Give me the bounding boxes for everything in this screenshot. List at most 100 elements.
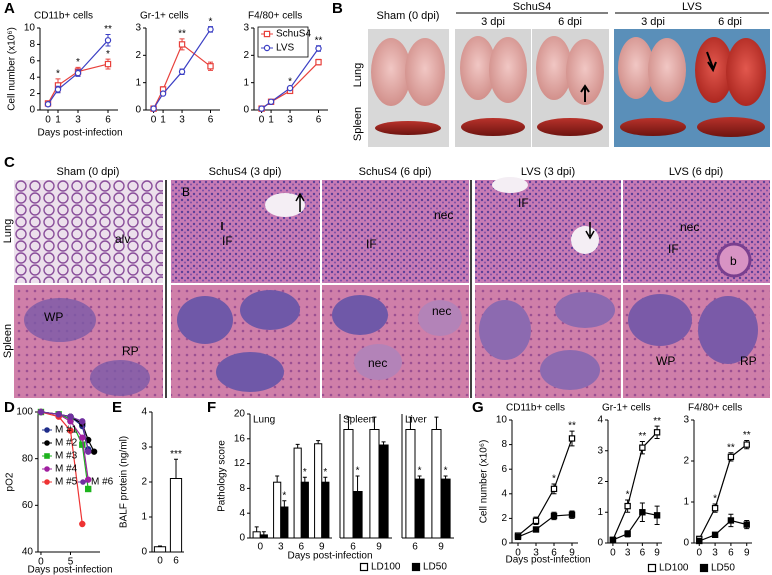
data-point	[104, 60, 112, 68]
spleen	[461, 118, 525, 136]
column-label: 3 dpi	[641, 16, 665, 28]
x-tick-label: 0	[151, 115, 157, 126]
data-point	[79, 434, 86, 441]
gross-photos: Sham (0 dpi) SchuS4 3 dpi 6 dpi LVS 3 dp…	[352, 1, 770, 147]
data-point	[286, 84, 294, 92]
annotation: **	[178, 29, 186, 40]
chart-title: Gr-1+ cells	[602, 403, 651, 414]
x-tick-label: 9	[744, 548, 750, 559]
x-tick-label: 0	[259, 115, 265, 126]
annotation: *	[444, 466, 448, 477]
x-tick-label: 6	[350, 542, 356, 553]
y-tick-label: 4	[597, 415, 603, 426]
error-bar	[254, 526, 259, 532]
tissue-label: b	[730, 254, 737, 268]
data-point	[315, 58, 322, 66]
legend-label: M #2	[55, 438, 78, 449]
data-point	[550, 512, 558, 520]
lung	[405, 38, 445, 106]
legend-marker	[44, 427, 50, 433]
data-point	[207, 63, 214, 70]
x-tick-label: 6	[298, 542, 304, 553]
data-point	[79, 441, 86, 448]
x-tick-label: 3	[278, 542, 284, 553]
column-label: LVS (3 dpi)	[521, 166, 575, 178]
data-point	[267, 98, 275, 106]
series-line	[47, 39, 109, 105]
series-line	[517, 514, 573, 538]
data-point	[79, 520, 86, 528]
tissue-label: RP	[740, 354, 757, 368]
error-bar	[434, 416, 439, 430]
x-axis-label: Days post-infection	[505, 555, 590, 566]
error-bar	[275, 475, 280, 483]
lung	[566, 39, 604, 105]
bar	[169, 478, 183, 553]
annotation: **	[104, 24, 112, 35]
follicle	[177, 296, 233, 344]
y-axis-label: pO2	[5, 472, 16, 491]
y-tick-label: 0	[29, 105, 35, 116]
x-tick-label: 0	[696, 548, 702, 559]
column-label: 6 dpi	[718, 16, 742, 28]
tissue-label: B	[182, 185, 190, 199]
column-label: Sham (0 dpi)	[377, 10, 440, 22]
bar	[440, 478, 451, 539]
follicle	[216, 352, 284, 392]
airspace	[571, 226, 599, 254]
error-bar	[346, 416, 351, 430]
legend-marker	[44, 466, 50, 472]
column-label: 3 dpi	[481, 16, 505, 28]
arrow	[221, 192, 595, 240]
data-point	[711, 504, 719, 512]
y-tick-label: 0	[683, 538, 689, 549]
tissue-label: IF	[222, 234, 233, 248]
y-tick-label: 0	[501, 538, 507, 549]
x-tick-label: 6	[728, 548, 734, 559]
follicle	[555, 292, 615, 328]
y-tick-label: 10	[24, 23, 36, 34]
y-tick-label: 8	[501, 439, 507, 450]
panel-letter: D	[4, 399, 15, 416]
bar	[252, 531, 261, 539]
error-bar	[316, 440, 321, 444]
x-tick-label: 1	[160, 115, 166, 126]
data-point	[532, 517, 540, 525]
follicle	[628, 294, 692, 346]
chart-title: Spleen	[343, 415, 374, 426]
bar	[343, 429, 354, 539]
legend-label: M #4	[55, 464, 78, 475]
column-label: Sham (0 dpi)	[57, 166, 120, 178]
series-line	[40, 411, 83, 525]
y-tick-label: 3	[597, 445, 603, 456]
legend-marker	[411, 562, 421, 572]
annotation: **	[568, 421, 576, 432]
chart-title: F4/80+ cells	[248, 11, 302, 22]
y-tick-label: 100	[16, 407, 33, 418]
error-bar	[323, 476, 328, 483]
bar	[300, 481, 309, 539]
series-line	[612, 431, 658, 541]
y-tick-label: 1	[135, 77, 141, 88]
row-label: Spleen	[352, 107, 364, 141]
airspace	[265, 193, 305, 217]
airspace	[492, 177, 528, 193]
y-tick-label: 0	[135, 105, 141, 116]
tissue-label: WP	[656, 354, 675, 368]
data-point	[514, 533, 522, 541]
data-point	[550, 485, 558, 493]
x-tick-label: 6	[551, 548, 557, 559]
annotation: *	[356, 466, 360, 477]
annotation: **	[638, 431, 646, 442]
error-bar	[261, 531, 266, 535]
bar	[414, 478, 425, 539]
x-tick-label: 6	[412, 542, 418, 553]
annotation: **	[315, 35, 323, 46]
error-bar	[381, 441, 386, 445]
data-point	[315, 45, 322, 52]
x-tick-label: 0	[515, 548, 521, 559]
data-point	[55, 411, 62, 418]
column-label: SchuS4 (6 dpi)	[359, 166, 432, 178]
row-label: Lung	[352, 63, 364, 87]
legend-marker	[44, 440, 50, 446]
